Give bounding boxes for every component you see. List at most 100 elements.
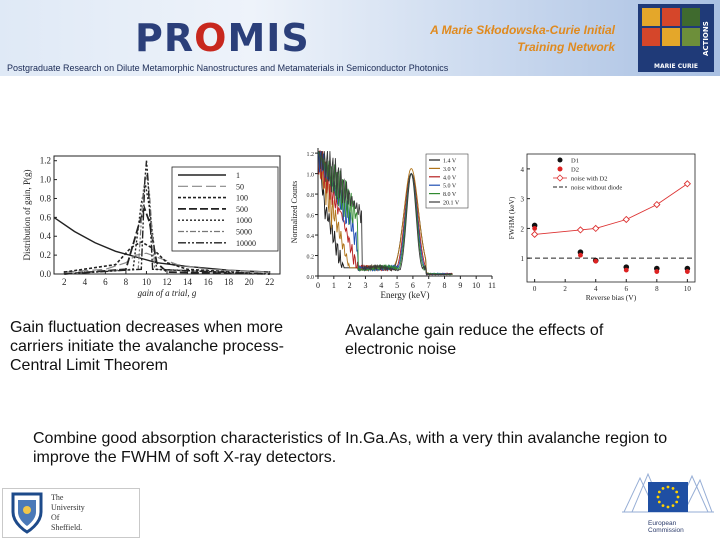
- y-tick-label: 0.6: [307, 214, 315, 220]
- eu-star-icon: [656, 495, 660, 499]
- x-tick-label: 5: [395, 281, 399, 290]
- series-line: [64, 252, 270, 273]
- gain-distribution-figure: 2 4 6 8 10 12 14 16 18 20 22 0.0 0.2 0.4 0.6 0.8 1.0 1.2 g…: [20, 150, 288, 310]
- x-tick-label: 6: [625, 285, 629, 293]
- eu-star-icon: [676, 495, 680, 499]
- sheffield-line: Sheffield.: [51, 523, 83, 532]
- y-tick-label: 0.8: [307, 193, 315, 199]
- mc-label: MARIE CURIE: [654, 63, 698, 70]
- series-line: [64, 160, 270, 275]
- data-point: [623, 267, 629, 273]
- data-point: [593, 258, 599, 264]
- legend-label: 1: [236, 171, 240, 180]
- eu-star-icon: [657, 500, 661, 504]
- legend-label: 4.0 V: [443, 175, 457, 181]
- x-tick-label: 4: [594, 285, 598, 293]
- series-line: [534, 183, 688, 235]
- legend-label: 5.0 V: [443, 184, 457, 190]
- legend-swatch: [557, 157, 563, 163]
- eu-star-icon: [661, 504, 665, 508]
- y-tick-label: 0.4: [40, 231, 52, 241]
- promis-logo: PROMIS: [135, 16, 310, 60]
- x-tick-label: 20: [245, 277, 255, 287]
- y-axis-label: FWHM (keV): [507, 196, 516, 239]
- ec-building-icon: [622, 472, 714, 513]
- eu-star-icon: [675, 500, 679, 504]
- caption-left: Gain fluctuation decreases when more car…: [10, 319, 284, 374]
- data-point: [683, 180, 692, 188]
- y-tick-label: 1: [521, 255, 525, 263]
- data-point: [622, 215, 630, 224]
- network-title: A Marie Skłodowska-Curie Initial Trainin…: [430, 23, 615, 54]
- x-tick-label: 16: [204, 277, 214, 287]
- y-tick-label: 2: [521, 225, 525, 233]
- data-point: [592, 224, 600, 233]
- x-tick-label: 8: [124, 277, 129, 287]
- energy-spectrum-chart: 0 1 2 3 4 5 6 7 8 9 10 11 0.0 0.2 0.4 0.6 0.8 1.0 1.2 Energ…: [290, 148, 496, 300]
- y-tick-label: 0.4: [307, 234, 315, 240]
- legend-label: noise with D2: [571, 176, 607, 183]
- y-axis-label: Normalized Counts: [290, 181, 299, 243]
- series-line: [53, 216, 270, 273]
- legend-label: D2: [571, 167, 579, 174]
- x-tick-label: 22: [265, 277, 274, 287]
- legend-swatch: [557, 166, 563, 172]
- y-tick-label: 0.8: [40, 193, 52, 203]
- data-point: [531, 230, 539, 239]
- ec-text: European: [648, 520, 677, 527]
- eu-star-icon: [657, 490, 661, 494]
- data-point: [654, 269, 660, 274]
- legend-label: 500: [236, 205, 248, 214]
- x-tick-label: 10: [472, 281, 480, 290]
- legend-label: 1.4 V: [443, 159, 457, 165]
- x-tick-label: 7: [427, 281, 431, 290]
- x-tick-label: 8: [655, 285, 659, 293]
- x-tick-label: 0: [316, 281, 320, 290]
- x-tick-label: 4: [83, 277, 88, 287]
- legend-box: [425, 153, 469, 209]
- y-tick-label: 0.0: [307, 275, 315, 281]
- x-tick-label: 6: [411, 281, 415, 290]
- sheffield-line: Of: [51, 513, 60, 522]
- legend-label: 20.1 V: [443, 201, 460, 207]
- x-tick-label: 10: [142, 277, 152, 287]
- legend-label: D1: [571, 158, 579, 165]
- x-tick-label: 3: [363, 281, 367, 290]
- x-tick-label: 12: [163, 277, 172, 287]
- legend-label: 10000: [236, 239, 256, 248]
- fwhm-bias-figure: 0 2 4 6 8 10 1 2 3 4 Reverse bias (V) FWHM (keV) D1 D…: [505, 150, 700, 302]
- x-tick-label: 8: [443, 281, 447, 290]
- y-tick-label: 1.0: [40, 175, 52, 185]
- legend-label: 3.0 V: [443, 167, 457, 173]
- y-tick-label: 0.0: [40, 269, 52, 279]
- legend-swatch: [556, 174, 564, 182]
- series-line: [318, 150, 453, 276]
- data-point: [532, 226, 538, 231]
- sheffield-line: University: [51, 503, 85, 512]
- x-tick-label: 0: [533, 285, 537, 293]
- x-tick-label: 6: [103, 277, 108, 287]
- caption-right: Avalanche gain reduce the effects of ele…: [345, 322, 604, 358]
- x-tick-label: 11: [488, 281, 496, 290]
- x-tick-label: 18: [224, 277, 234, 287]
- x-tick-label: 14: [183, 277, 193, 287]
- caption-bottom: Combine good absorption characteristics …: [33, 430, 668, 466]
- sheffield-crest-icon: [11, 492, 43, 534]
- x-tick-label: 4: [379, 281, 383, 290]
- page-subtitle: Postgraduate Research on Dilute Metamorp…: [7, 63, 449, 73]
- x-tick-label: 9: [458, 281, 462, 290]
- x-tick-label: 10: [684, 285, 692, 293]
- data-point: [576, 226, 585, 234]
- legend-label: 1000: [236, 216, 252, 225]
- y-tick-label: 0.6: [40, 212, 52, 222]
- eu-star-icon: [666, 505, 670, 509]
- x-tick-label: 2: [62, 277, 67, 287]
- ec-text: Commission: [648, 527, 684, 534]
- y-tick-label: 1.2: [307, 152, 315, 158]
- eu-star-icon: [671, 504, 675, 508]
- x-axis-label: gain of a trial, g: [138, 288, 197, 298]
- x-tick-label: 2: [348, 281, 352, 290]
- y-tick-label: 0.2: [307, 255, 315, 261]
- x-axis-label: Reverse bias (V): [586, 293, 637, 302]
- energy-spectrum-figure: 0 1 2 3 4 5 6 7 8 9 10 11 0.0 0.2 0.4 0.6 0.8 1.0 1.2 Energ…: [290, 142, 500, 310]
